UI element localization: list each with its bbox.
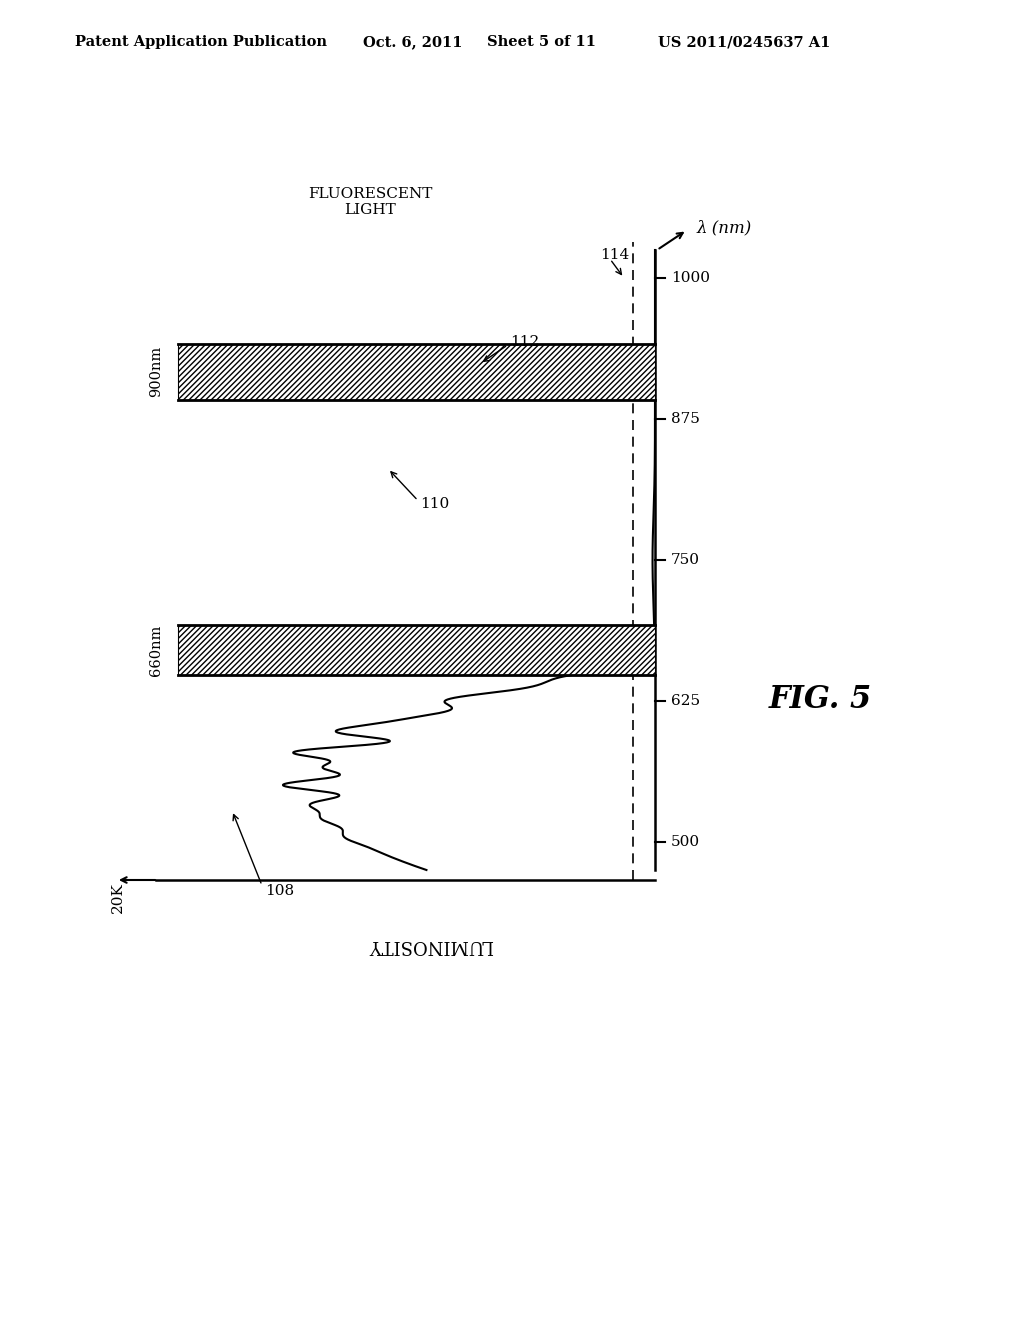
Text: Patent Application Publication: Patent Application Publication [75,36,327,49]
Text: 114: 114 [600,248,630,261]
Text: 900nm: 900nm [150,346,163,397]
Text: 750: 750 [671,553,700,568]
Text: 660nm: 660nm [150,624,163,676]
Text: FIG. 5: FIG. 5 [768,685,871,715]
Bar [178,343,655,400]
Text: 110: 110 [420,496,450,511]
Text: 108: 108 [265,883,294,898]
Bar [178,626,655,675]
Text: 625: 625 [671,694,700,708]
Text: LUMINOSITY: LUMINOSITY [368,936,493,954]
Text: 500: 500 [671,834,700,849]
Text: FLUORESCENT
LIGHT: FLUORESCENT LIGHT [308,186,432,216]
Text: Oct. 6, 2011: Oct. 6, 2011 [362,36,463,49]
Text: 20K: 20K [111,883,125,913]
Text: 112: 112 [510,335,540,348]
Text: US 2011/0245637 A1: US 2011/0245637 A1 [658,36,830,49]
Text: λ (nm): λ (nm) [697,219,753,236]
Text: 875: 875 [671,412,699,426]
Text: Sheet 5 of 11: Sheet 5 of 11 [487,36,596,49]
Text: 1000: 1000 [671,271,710,285]
